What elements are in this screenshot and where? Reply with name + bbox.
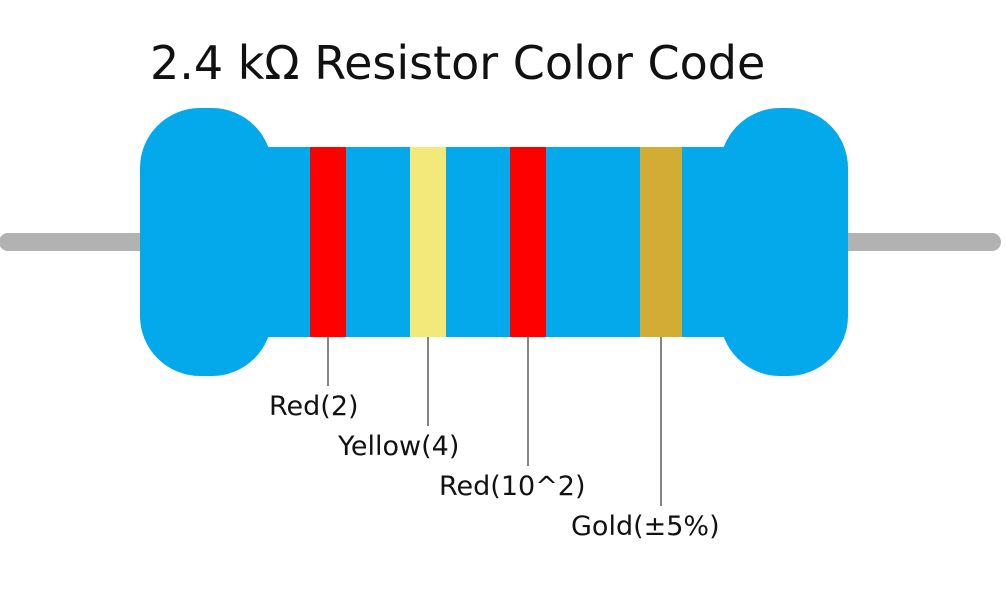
page-title: 2.4 kΩ Resistor Color Code	[150, 36, 765, 90]
band-label-3: Red(10^2)	[439, 471, 586, 502]
band-label-1: Red(2)	[269, 391, 359, 422]
body-center	[220, 147, 780, 337]
resistor-body	[140, 108, 848, 376]
band-1	[310, 147, 346, 337]
band-4	[640, 147, 682, 337]
band-2	[410, 147, 446, 337]
band-3	[510, 147, 546, 337]
band-label-2: Yellow(4)	[337, 431, 459, 462]
band-label-4: Gold(±5%)	[571, 511, 720, 542]
